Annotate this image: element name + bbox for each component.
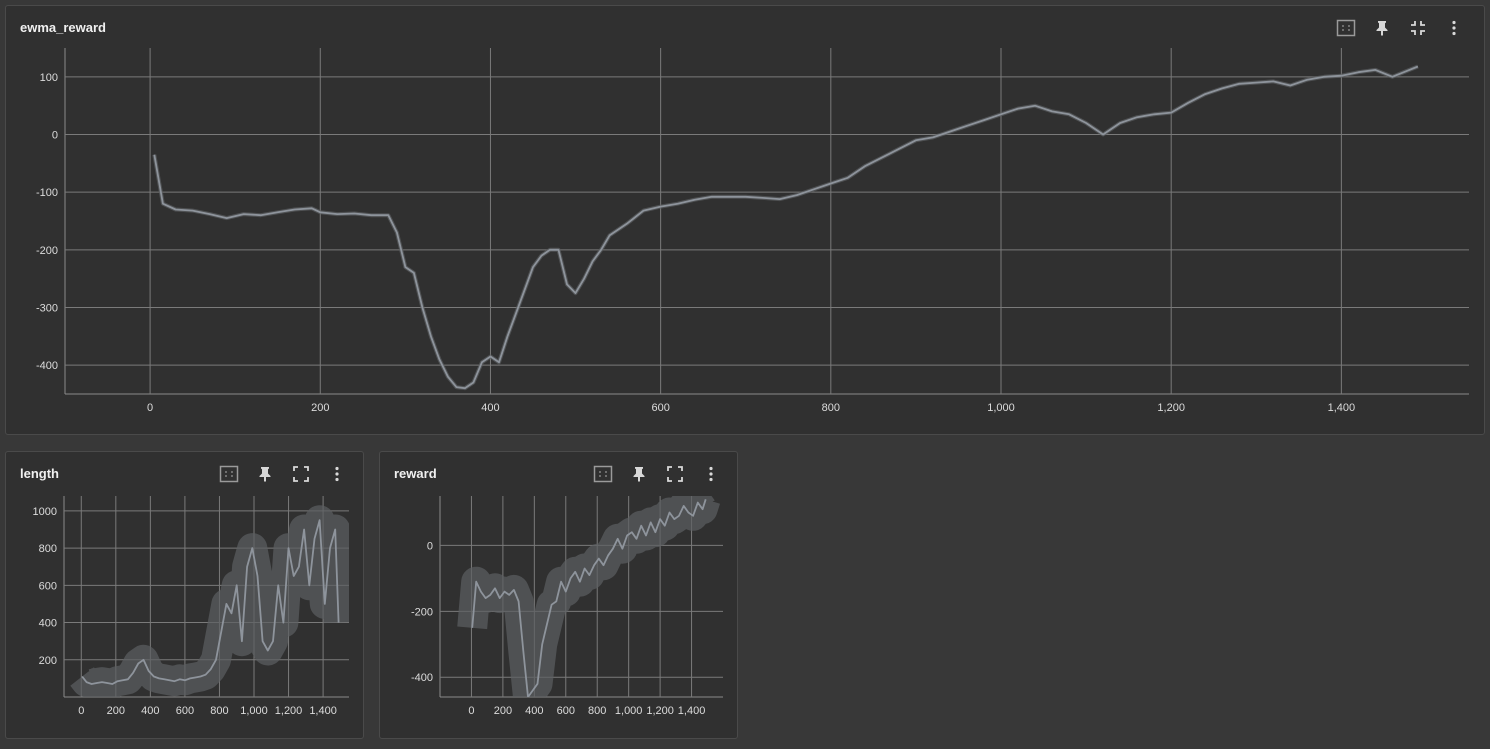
more-vert-icon[interactable] (1436, 16, 1472, 40)
card-toolbar (1328, 16, 1472, 40)
y-tick-label: -200 (411, 606, 433, 618)
length-card: length 1000 800 600 400 200 0 200 400 600 800 1,00… (5, 451, 364, 739)
x-tick-label: 1,400 (1328, 402, 1356, 414)
card-toolbar (585, 462, 729, 486)
more-vert-icon[interactable] (319, 462, 355, 486)
y-tick-label: 0 (52, 130, 58, 142)
y-tick-label: -200 (36, 245, 58, 257)
pin-icon[interactable] (1364, 16, 1400, 40)
x-tick-label: 1,200 (1157, 402, 1185, 414)
x-tick-label: 800 (822, 402, 840, 414)
y-tick-label: -100 (36, 187, 58, 199)
x-tick-label: 1,200 (275, 705, 303, 717)
x-tick-label: 1,000 (987, 402, 1015, 414)
series-line (81, 519, 340, 685)
y-tick-label: -400 (411, 672, 433, 684)
y-tick-label: 200 (39, 655, 57, 667)
fullscreen-icon[interactable] (657, 462, 693, 486)
y-tick-label: 400 (39, 618, 57, 630)
x-tick-label: 800 (210, 705, 228, 717)
pin-icon[interactable] (621, 462, 657, 486)
x-tick-label: 400 (525, 705, 543, 717)
series-raw-band (152, 64, 1419, 391)
data-selection-icon[interactable] (211, 462, 247, 486)
card-title: reward (394, 466, 437, 481)
y-tick-label: 800 (39, 543, 57, 555)
series-raw-band (457, 496, 721, 697)
x-tick-label: 0 (78, 705, 84, 717)
plot-area (70, 505, 349, 697)
x-tick-label: 400 (481, 402, 499, 414)
x-tick-label: 600 (651, 402, 669, 414)
x-tick-label: 1,400 (309, 705, 337, 717)
x-tick-label: 200 (311, 402, 329, 414)
plot-area (152, 64, 1419, 391)
exit-fullscreen-icon[interactable] (1400, 16, 1436, 40)
data-selection-icon[interactable] (585, 462, 621, 486)
x-tick-label: 600 (176, 705, 194, 717)
x-tick-label: 600 (557, 705, 575, 717)
card-title: length (20, 466, 59, 481)
y-tick-label: 600 (39, 580, 57, 592)
card-title: ewma_reward (20, 20, 106, 35)
x-tick-label: 1,000 (615, 705, 643, 717)
x-tick-label: 200 (494, 705, 512, 717)
y-tick-label: 0 (427, 540, 433, 552)
y-tick-label: -400 (36, 360, 58, 372)
series-line (153, 65, 1419, 390)
x-tick-label: 1,400 (678, 705, 706, 717)
y-tick-label: 1000 (33, 506, 57, 518)
more-vert-icon[interactable] (693, 462, 729, 486)
reward-card: reward 0 -200 -400 0 200 400 600 800 1,000 1,200 1… (379, 451, 738, 739)
x-tick-label: 400 (141, 705, 159, 717)
x-tick-label: 0 (147, 402, 153, 414)
fullscreen-icon[interactable] (283, 462, 319, 486)
y-tick-label: 100 (40, 72, 58, 84)
ewma-reward-card: ewma_reward 100 0 -100 -200 -300 -400 0 200 400 6… (5, 5, 1485, 435)
x-tick-label: 800 (588, 705, 606, 717)
length-chart[interactable]: 1000 800 600 400 200 0 200 400 600 800 1,000 1,200 1… (6, 452, 365, 740)
x-tick-label: 1,200 (646, 705, 674, 717)
data-selection-icon[interactable] (1328, 16, 1364, 40)
ewma-reward-chart[interactable]: 100 0 -100 -200 -300 -400 0 200 400 600 800 1,000 1,… (6, 6, 1486, 436)
x-tick-label: 0 (468, 705, 474, 717)
reward-chart[interactable]: 0 -200 -400 0 200 400 600 800 1,000 1,200 1,400 (380, 452, 739, 740)
x-tick-label: 200 (107, 705, 125, 717)
pin-icon[interactable] (247, 462, 283, 486)
y-tick-label: -300 (36, 303, 58, 315)
x-tick-label: 1,000 (240, 705, 268, 717)
card-toolbar (211, 462, 355, 486)
plot-area (457, 496, 721, 697)
series-line (471, 499, 707, 697)
